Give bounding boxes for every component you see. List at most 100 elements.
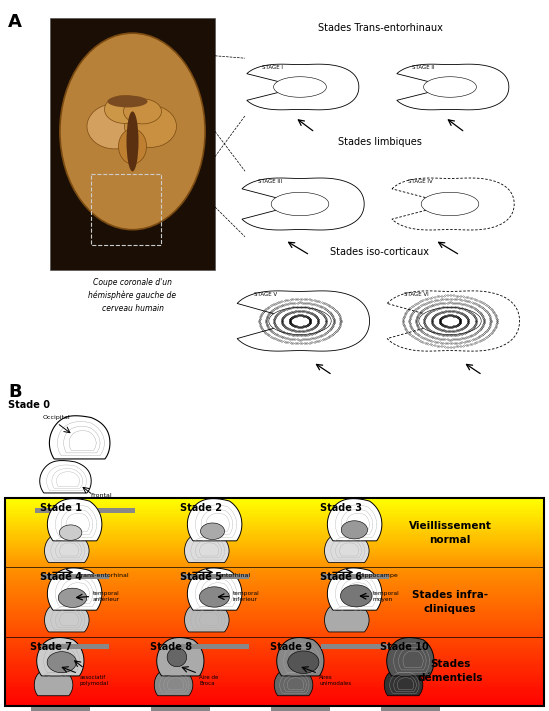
Bar: [5, 517, 544, 520]
Bar: [5, 666, 544, 670]
Text: Stade 9: Stade 9: [271, 641, 312, 652]
Bar: [5, 636, 544, 638]
Bar: [5, 683, 544, 686]
Polygon shape: [47, 568, 102, 610]
Text: STAGE III: STAGE III: [258, 179, 282, 184]
Bar: [5, 502, 544, 506]
Bar: [5, 510, 544, 513]
Polygon shape: [200, 523, 225, 540]
Text: Occipital: Occipital: [43, 415, 71, 420]
Bar: [5, 691, 544, 695]
Text: Frontal: Frontal: [90, 493, 111, 498]
Bar: [5, 695, 544, 699]
Text: Stades limbiques: Stades limbiques: [338, 137, 422, 147]
Bar: [151, 707, 210, 711]
Bar: [5, 583, 544, 587]
Bar: [321, 574, 389, 579]
Bar: [5, 565, 544, 567]
Bar: [5, 656, 544, 659]
Text: STAGE V: STAGE V: [255, 292, 278, 297]
Polygon shape: [44, 533, 89, 562]
Bar: [5, 614, 544, 618]
Bar: [5, 681, 544, 684]
Polygon shape: [40, 461, 91, 493]
Bar: [5, 631, 544, 634]
Polygon shape: [274, 668, 313, 696]
Bar: [321, 643, 389, 648]
Bar: [5, 616, 544, 620]
Bar: [5, 569, 544, 572]
Bar: [5, 581, 544, 584]
Bar: [31, 707, 89, 711]
Bar: [5, 550, 544, 553]
Bar: [5, 571, 544, 574]
Bar: [35, 508, 135, 513]
Text: Stade 6: Stade 6: [321, 572, 362, 582]
Bar: [5, 654, 544, 657]
Bar: [5, 673, 544, 675]
Text: associatif
polymodal: associatif polymodal: [79, 675, 108, 686]
Ellipse shape: [125, 105, 176, 147]
Bar: [5, 504, 544, 508]
Polygon shape: [156, 638, 204, 676]
Polygon shape: [167, 648, 187, 667]
Bar: [5, 604, 544, 607]
Bar: [5, 637, 544, 641]
Polygon shape: [242, 178, 364, 230]
Polygon shape: [44, 602, 89, 632]
Bar: [5, 625, 544, 628]
Bar: [41, 574, 109, 579]
Bar: [5, 556, 544, 560]
Bar: [181, 574, 249, 579]
Ellipse shape: [108, 95, 148, 107]
Bar: [5, 579, 544, 582]
Text: Stades Trans-entorhinaux: Stades Trans-entorhinaux: [317, 23, 442, 33]
Polygon shape: [324, 602, 369, 632]
Bar: [5, 619, 544, 621]
Bar: [5, 594, 544, 597]
Polygon shape: [154, 668, 193, 696]
Bar: [5, 646, 544, 648]
Bar: [5, 531, 544, 535]
Bar: [5, 552, 544, 555]
Polygon shape: [327, 568, 382, 610]
Bar: [271, 707, 330, 711]
Bar: [5, 513, 544, 515]
Polygon shape: [419, 307, 481, 335]
Bar: [5, 585, 544, 589]
Bar: [5, 670, 544, 674]
Text: STAGE I: STAGE I: [261, 65, 283, 70]
Bar: [5, 650, 544, 653]
Text: Stade 0: Stade 0: [8, 400, 50, 410]
Text: Stade 7: Stade 7: [31, 641, 72, 652]
Text: entorhinal: entorhinal: [219, 573, 251, 578]
Bar: [5, 693, 544, 697]
Bar: [381, 707, 440, 711]
Bar: [5, 685, 544, 688]
Bar: [181, 643, 249, 648]
Bar: [5, 525, 544, 528]
Bar: [5, 596, 544, 599]
Polygon shape: [421, 192, 479, 215]
Bar: [5, 573, 544, 576]
Polygon shape: [47, 652, 76, 673]
Polygon shape: [277, 638, 324, 676]
Text: temporal
moyen: temporal moyen: [373, 591, 400, 602]
Bar: [5, 558, 544, 562]
Polygon shape: [424, 77, 477, 97]
Bar: [5, 535, 544, 538]
Bar: [5, 521, 544, 524]
Bar: [5, 668, 544, 672]
Bar: [5, 663, 544, 665]
Polygon shape: [324, 533, 369, 562]
Ellipse shape: [126, 112, 138, 171]
Bar: [5, 498, 544, 706]
Bar: [5, 523, 544, 526]
Bar: [5, 702, 544, 705]
Text: temporal
inférieur: temporal inférieur: [233, 591, 260, 602]
Bar: [5, 688, 544, 690]
Text: STAGE VI: STAGE VI: [405, 292, 429, 297]
Bar: [5, 697, 544, 701]
Text: STAGE II: STAGE II: [412, 65, 434, 70]
Bar: [5, 675, 544, 678]
